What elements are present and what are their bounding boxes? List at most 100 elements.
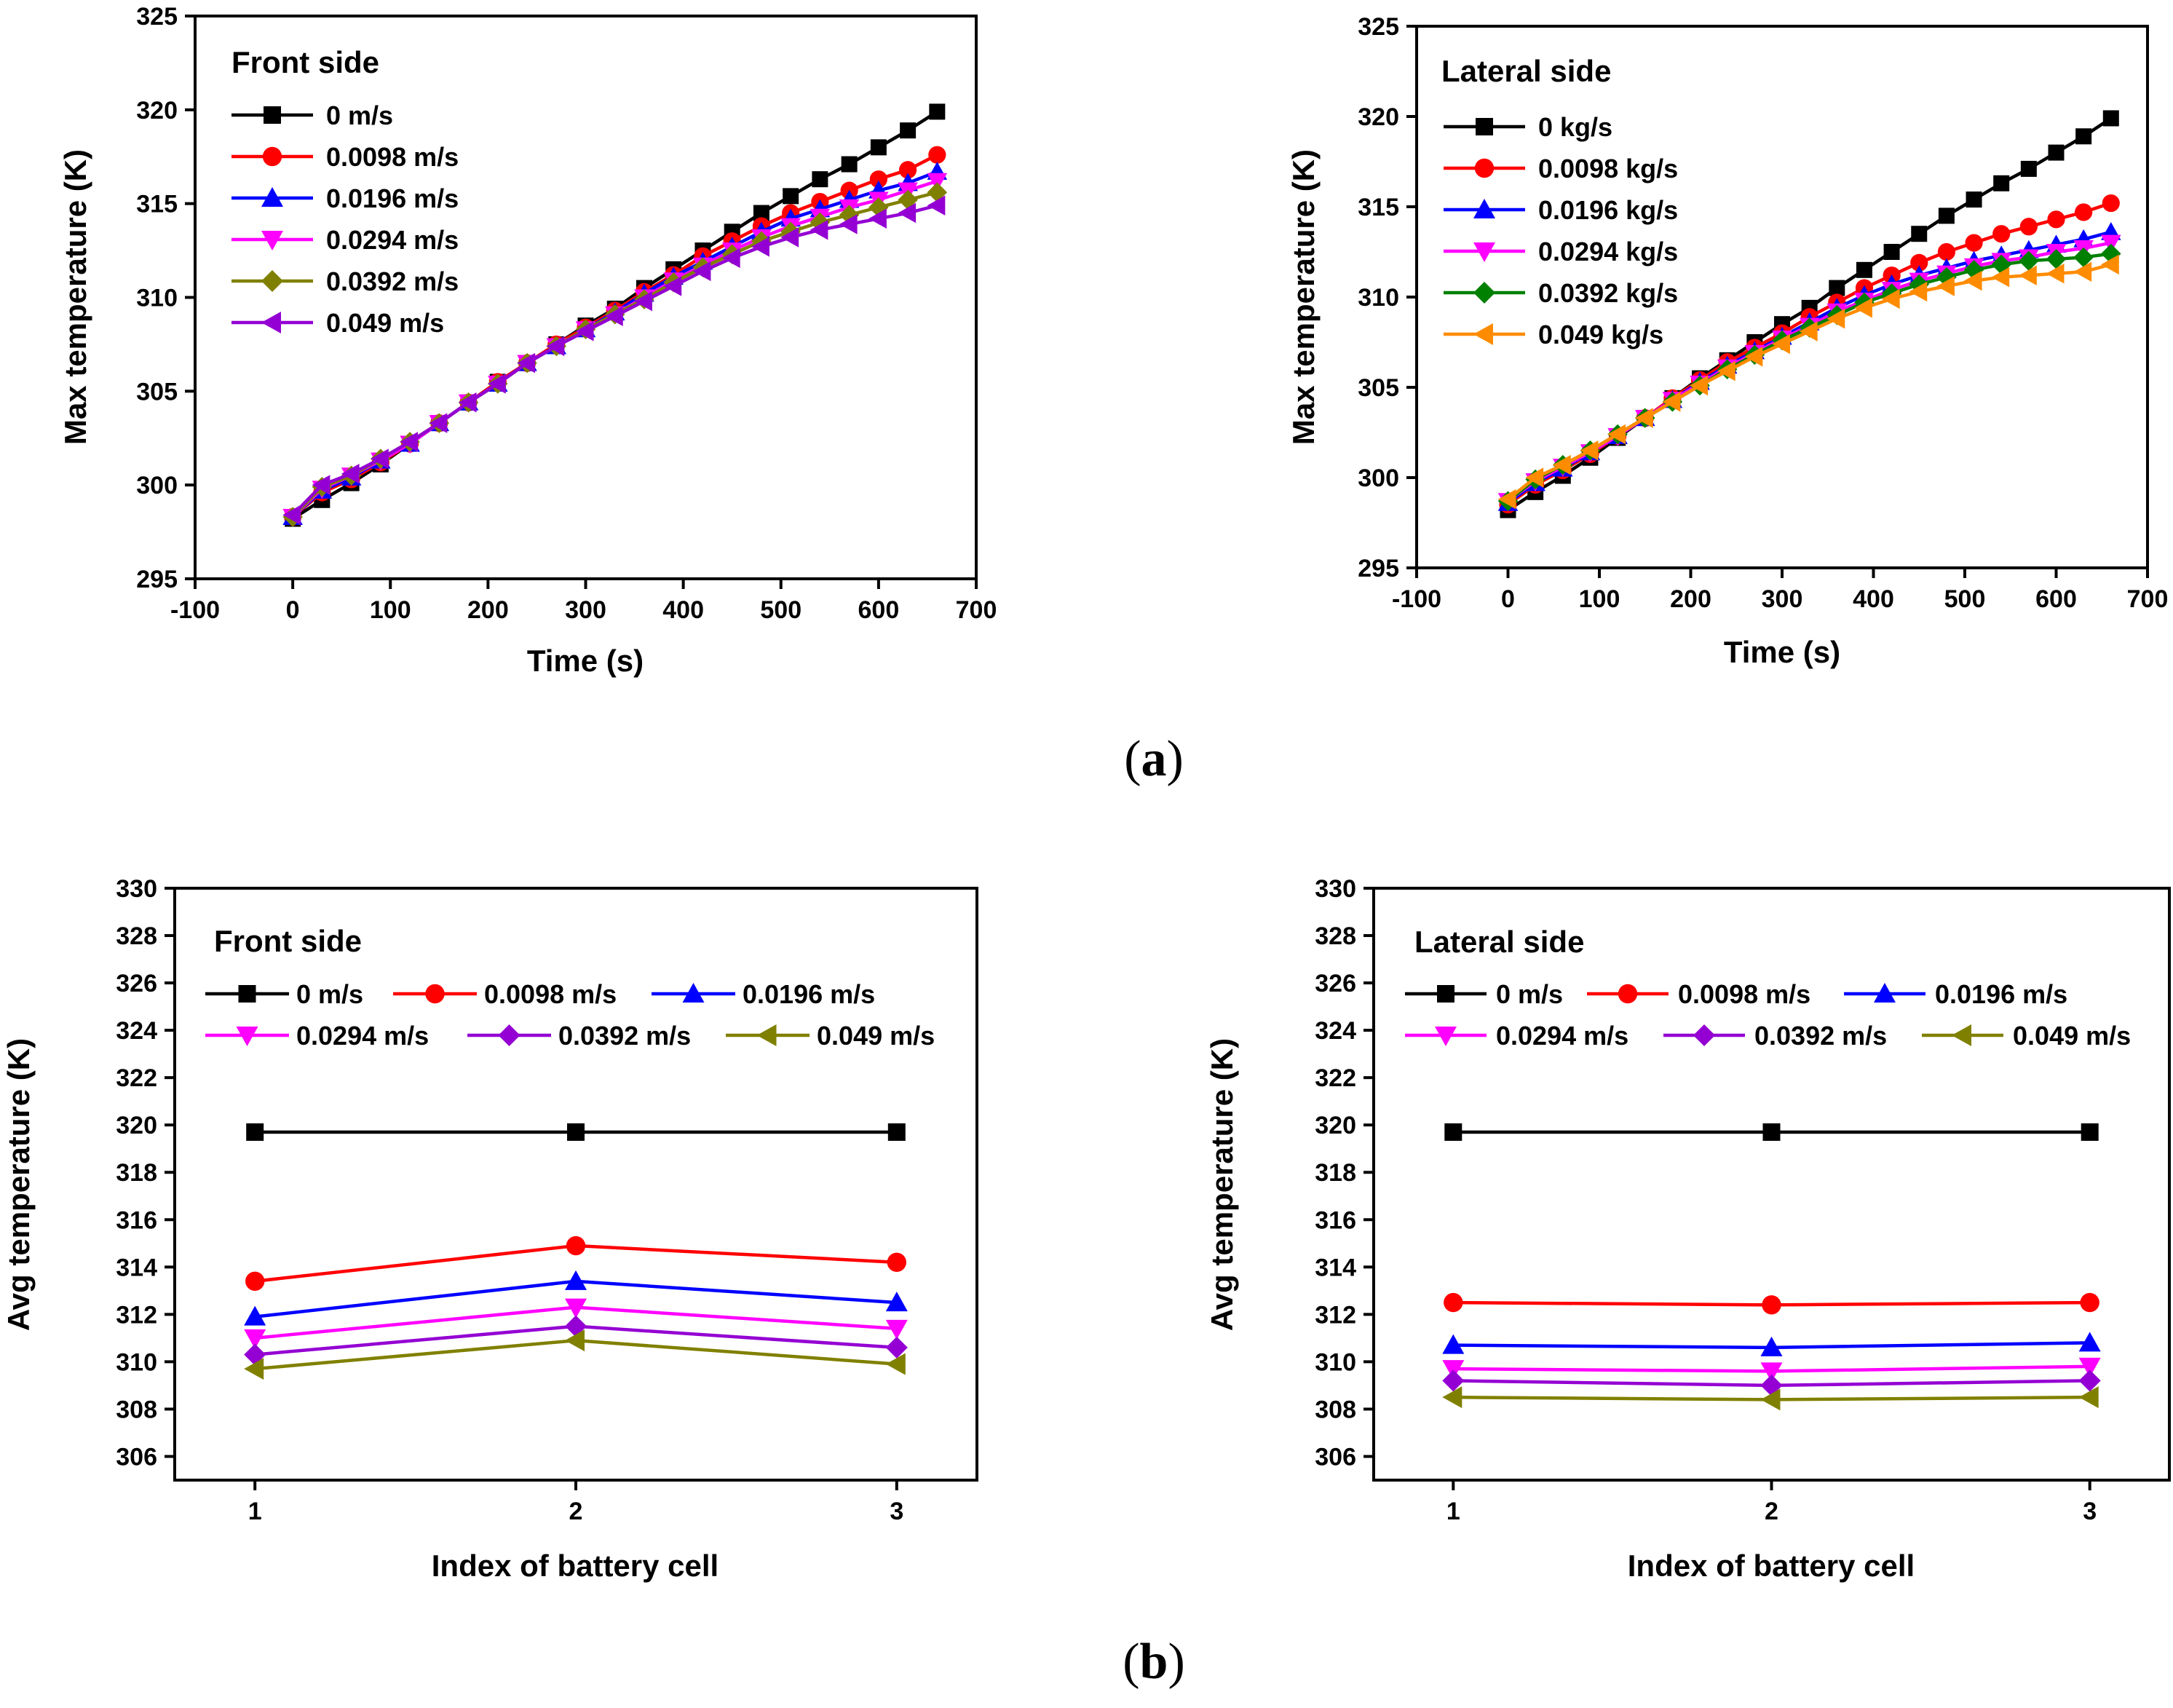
data-point — [692, 261, 711, 282]
y-tick-label: 310 — [136, 285, 178, 312]
data-point — [751, 237, 769, 257]
series-6 — [244, 1329, 906, 1380]
y-tick-label: 325 — [136, 3, 178, 31]
legend-label: 0.0294 m/s — [326, 225, 459, 255]
data-point — [634, 290, 652, 312]
y-tick-label: 320 — [1315, 1112, 1356, 1139]
legend-label: 0.0098 m/s — [484, 979, 617, 1009]
data-point — [429, 413, 448, 433]
series-4 — [244, 1298, 908, 1349]
x-tick-label: -100 — [1392, 585, 1441, 613]
legend-label: 0 m/s — [1496, 979, 1563, 1009]
legend-marker — [1952, 1024, 1971, 1046]
x-tick-label: 400 — [662, 596, 704, 624]
y-tick-label: 330 — [116, 875, 157, 903]
data-point — [900, 122, 917, 139]
data-point — [1991, 266, 2010, 288]
data-point — [899, 161, 917, 179]
data-point — [2101, 254, 2119, 275]
legend-label: 0.0098 m/s — [1678, 979, 1810, 1009]
legend-marker — [756, 1024, 777, 1046]
x-tick-label: 500 — [760, 596, 801, 624]
data-point — [780, 227, 799, 248]
data-point — [244, 1329, 266, 1349]
x-tick-label: 300 — [1762, 585, 1803, 613]
data-point — [1829, 280, 1845, 296]
y-tick-label: 312 — [1315, 1301, 1356, 1329]
y-tick-label: 322 — [116, 1064, 157, 1092]
chart-title: Lateral side — [1441, 54, 1611, 88]
y-tick-label: 326 — [1315, 970, 1356, 997]
data-point — [1444, 1292, 1463, 1313]
data-point — [1635, 408, 1653, 428]
plot-frame — [173, 887, 978, 1482]
data-point — [885, 1336, 908, 1359]
data-point — [2102, 110, 2119, 127]
legend-marker — [1874, 983, 1896, 1003]
legend-label: 0.0392 kg/s — [1538, 278, 1678, 308]
data-point — [2073, 247, 2094, 268]
legend-label: 0.049 m/s — [326, 308, 444, 338]
legend-label: 0.0294 m/s — [1496, 1021, 1628, 1051]
data-point — [1772, 333, 1790, 355]
y-tick-label: 324 — [1315, 1017, 1356, 1045]
y-tick-label: 330 — [1315, 875, 1356, 903]
y-tick-label: 305 — [136, 378, 178, 406]
data-point — [887, 1123, 906, 1141]
data-point — [870, 139, 887, 156]
data-point — [1910, 253, 1928, 272]
y-tick-label: 315 — [1358, 194, 1399, 221]
legend-label: 0.0098 m/s — [326, 142, 459, 172]
data-point — [841, 156, 858, 173]
data-point — [1911, 226, 1928, 242]
series-3 — [244, 1270, 908, 1326]
legend-marker — [1474, 158, 1495, 178]
y-tick-label: 306 — [116, 1443, 157, 1471]
x-tick-label: 3 — [890, 1498, 903, 1525]
x-axis-label: Time (s) — [527, 644, 644, 678]
chart-panel-1: -100 0 100 200 300 400 500 600 700 295 300 305 310 31… — [58, 3, 997, 678]
data-point — [282, 505, 301, 526]
data-point — [1760, 1336, 1783, 1356]
legend-marker — [261, 270, 283, 292]
data-point — [753, 205, 769, 221]
data-point — [312, 475, 330, 495]
x-tick-label: 600 — [2035, 585, 2077, 613]
legend-marker — [261, 231, 283, 250]
x-tick-label: 2 — [1765, 1498, 1778, 1525]
caption-b: (b) — [1123, 1634, 1185, 1690]
y-tick-label: 320 — [136, 97, 178, 124]
legend-marker — [238, 985, 256, 1003]
y-tick-label: 308 — [1315, 1396, 1356, 1423]
legend-label: 0 m/s — [326, 100, 393, 130]
x-tick-label: 100 — [1579, 585, 1620, 613]
series-6 — [1497, 254, 2119, 510]
legend-marker — [236, 1027, 258, 1046]
series-2 — [1444, 1292, 2099, 1315]
y-tick-label: 328 — [1315, 922, 1356, 950]
data-point — [868, 208, 887, 229]
y-axis-label: Avg temperature (K) — [1205, 1038, 1239, 1331]
y-tick-label: 315 — [136, 191, 178, 218]
data-point — [2019, 265, 2037, 285]
y-tick-label: 316 — [1315, 1206, 1356, 1234]
data-point — [1965, 234, 1983, 252]
data-point — [1690, 375, 1709, 396]
data-point — [1762, 1123, 1781, 1141]
data-point — [1580, 440, 1599, 461]
legend-label: 0.0196 m/s — [326, 183, 459, 213]
y-axis-label: Avg temperature (K) — [1, 1038, 36, 1331]
chart-title: Lateral side — [1414, 925, 1584, 959]
legend-label: 0.0392 m/s — [1754, 1021, 1887, 1051]
data-point — [458, 392, 477, 413]
data-point — [927, 195, 946, 216]
data-point — [1553, 454, 1571, 475]
data-point — [245, 1271, 265, 1292]
data-point — [2078, 1357, 2101, 1377]
data-point — [1760, 1388, 1781, 1411]
data-point — [812, 171, 828, 188]
data-point — [341, 463, 360, 484]
data-point — [565, 1329, 585, 1352]
data-point — [2047, 210, 2065, 229]
x-tick-label: 3 — [2083, 1498, 2097, 1525]
